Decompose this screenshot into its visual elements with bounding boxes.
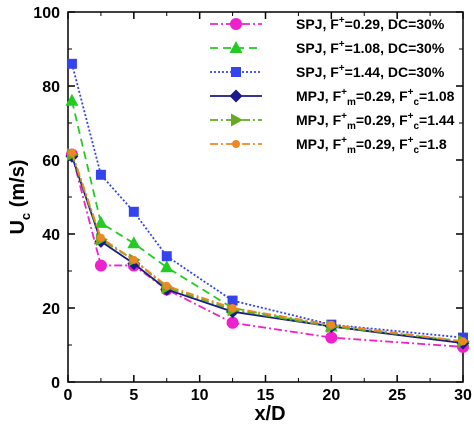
x-tick-label: 30 [454,387,472,404]
data-point [129,255,138,264]
y-tick-label: 40 [42,227,60,244]
data-point [160,260,174,273]
legend-label: MPJ, F+m=0.29, F+c=1.8 [296,135,447,156]
data-point [230,18,242,30]
x-tick-label: 10 [191,387,209,404]
data-point [161,251,172,262]
legend-entry-4: MPJ, F+m=0.29, F+c=1.08 [210,87,455,108]
data-point [95,169,106,180]
y-axis-title: Uc (m/s) [7,159,33,234]
data-point [66,58,77,69]
series-line [71,154,464,348]
legend-label: MPJ, F+m=0.29, F+c=1.08 [296,87,455,108]
legend-entry-6: MPJ, F+m=0.29, F+c=1.8 [210,135,447,156]
data-point [229,89,243,103]
series-line [71,63,464,339]
data-point [94,259,107,272]
x-tick-label: 25 [388,387,406,404]
data-point [459,337,467,346]
legend-entry-3: SPJ, F+=1.44, DC=30% [210,63,445,80]
data-point [227,295,238,306]
y-tick-label: 100 [33,5,60,22]
data-point [94,215,108,228]
legend-label: MPJ, F+m=0.29, F+c=1.44 [296,111,455,132]
x-tick-label: 20 [322,387,340,404]
x-tick-label: 15 [257,387,275,404]
y-tick-label: 80 [42,79,60,96]
x-tick-label: 0 [64,387,73,404]
y-tick-label: 0 [51,375,60,392]
data-point [325,331,338,344]
data-point [65,93,79,106]
legend-label: SPJ, F+=0.29, DC=30% [296,15,445,32]
data-point [128,206,139,217]
legend-label: SPJ, F+=1.08, DC=30% [296,39,445,56]
data-point [231,113,243,127]
legend-label: SPJ, F+=1.44, DC=30% [296,63,445,80]
axes: 0 5 10 15 20 25 30 0 20 40 60 80 100 [33,5,472,404]
y-tick-label: 60 [42,153,60,170]
data-point [162,281,171,290]
data-point [229,41,243,53]
data-point [67,148,76,157]
series-3 [66,58,468,343]
series-layer [65,58,470,353]
legend: SPJ, F+=0.29, DC=30% SPJ, F+=1.08, DC=30%… [210,15,455,156]
series-1 [65,148,469,353]
legend-entry-1: SPJ, F+=0.29, DC=30% [210,15,445,32]
legend-entry-2: SPJ, F+=1.08, DC=30% [210,39,445,56]
data-point [96,233,105,242]
data-point [228,304,237,312]
data-point [232,140,240,148]
data-point [231,67,241,77]
data-point [127,236,141,249]
legend-entry-5: MPJ, F+m=0.29, F+c=1.44 [210,111,455,132]
series-4 [65,149,470,350]
data-point [226,316,239,329]
data-point [327,320,336,329]
x-tick-label: 5 [129,387,138,404]
x-axis-title: x/D [254,403,285,425]
y-tick-label: 20 [42,301,60,318]
series-2 [65,93,470,347]
series-6 [67,148,467,346]
